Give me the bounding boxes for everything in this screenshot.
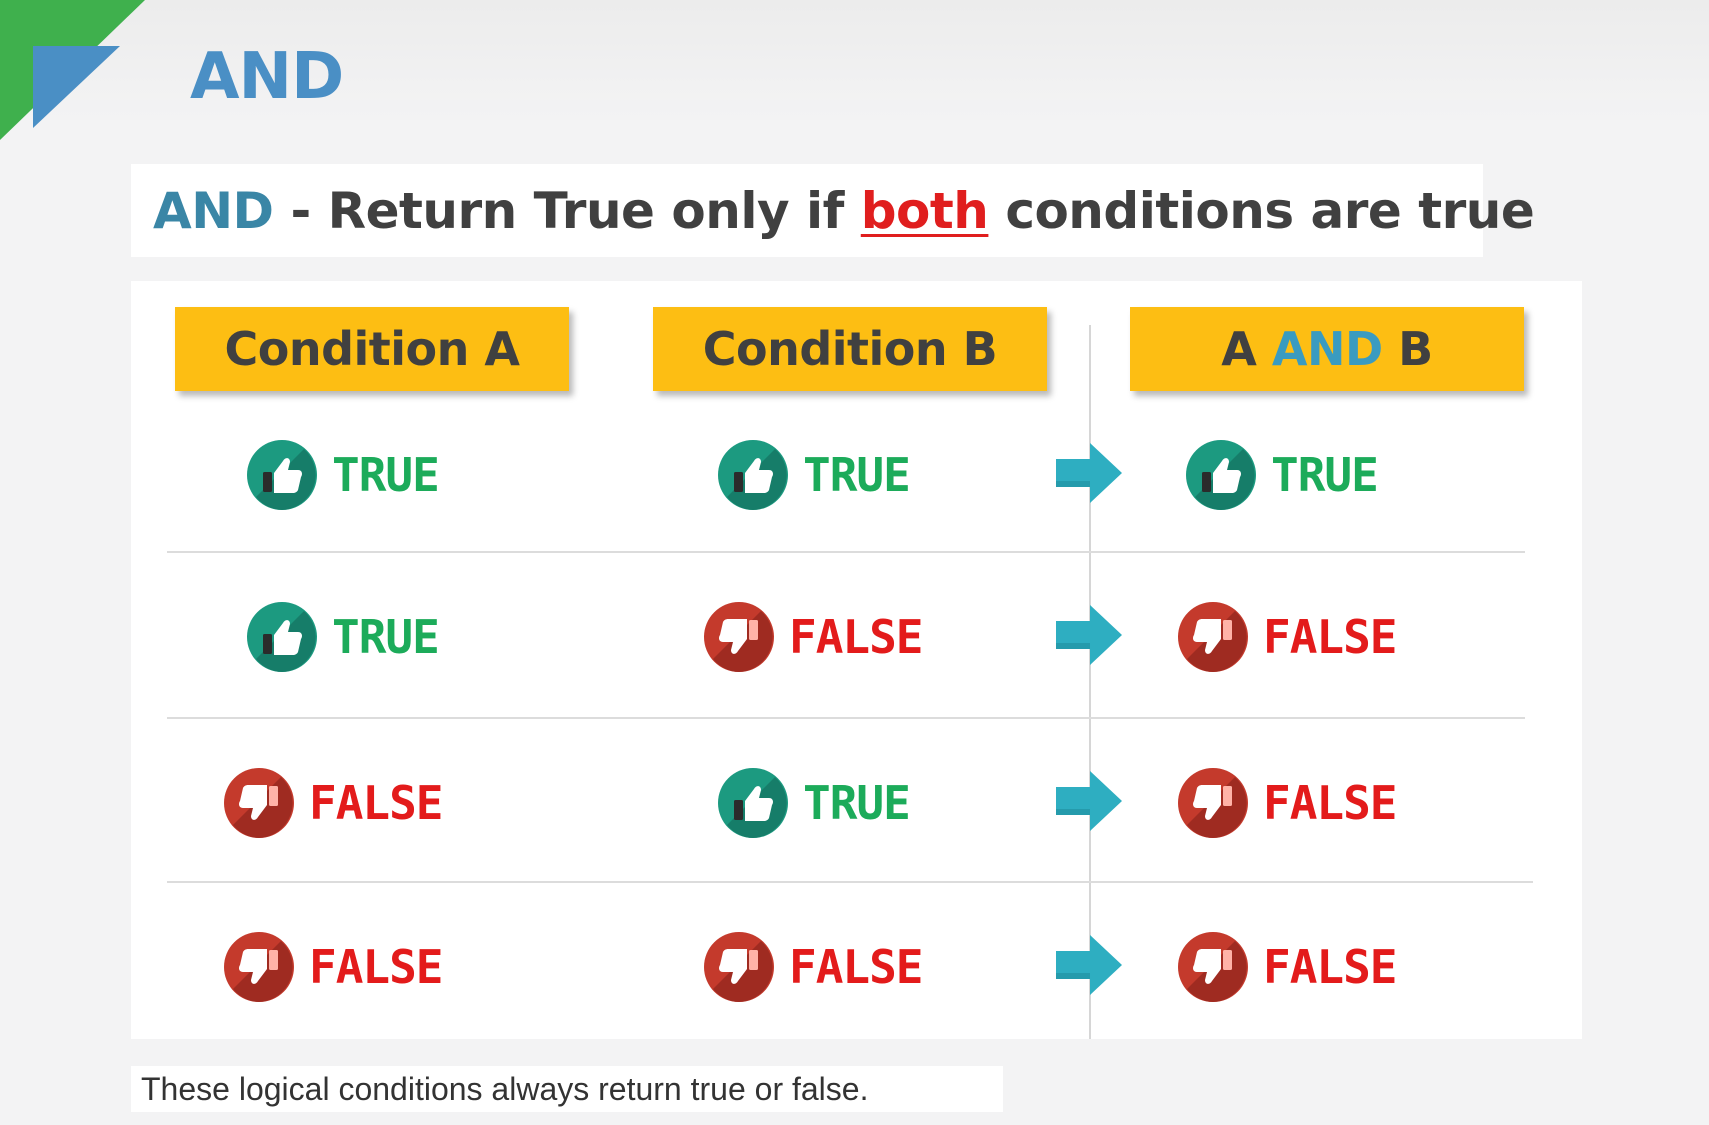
cell-a: FALSE xyxy=(223,763,443,843)
cell-result: FALSE xyxy=(1177,597,1397,677)
cell-result-value: FALSE xyxy=(1263,940,1397,994)
cell-a-value: FALSE xyxy=(309,940,443,994)
cell-b-value: FALSE xyxy=(789,610,923,664)
arrow-right-icon xyxy=(1056,933,1124,997)
thumbs-down-icon xyxy=(1178,932,1248,1002)
definition-text-1: - Return True only if xyxy=(273,181,861,240)
truth-table: Condition A Condition B A AND B TRUE TRU… xyxy=(131,281,1582,1039)
cell-result: FALSE xyxy=(1177,763,1397,843)
arrow-right-icon xyxy=(1056,441,1124,505)
thumbs-up-icon xyxy=(247,440,317,510)
slide-title: AND xyxy=(190,40,344,114)
thumbs-down-icon xyxy=(1178,768,1248,838)
thumbs-down-icon xyxy=(224,768,294,838)
cell-a: TRUE xyxy=(246,597,440,677)
cell-result-value: TRUE xyxy=(1271,448,1379,502)
corner-decoration xyxy=(0,0,145,140)
definition-text-2: conditions are true xyxy=(988,181,1535,240)
definition-keyword: AND xyxy=(153,181,274,240)
cell-b: FALSE xyxy=(703,927,923,1007)
cell-b: TRUE xyxy=(717,763,911,843)
header-result-prefix: A xyxy=(1221,322,1272,376)
arrow-right-icon xyxy=(1056,769,1124,833)
thumbs-up-icon xyxy=(1186,440,1256,510)
arrow-right-icon xyxy=(1056,603,1124,667)
cell-a: FALSE xyxy=(223,927,443,1007)
thumbs-down-icon xyxy=(1178,602,1248,672)
header-condition-a: Condition A xyxy=(175,307,569,391)
thumbs-up-icon xyxy=(718,440,788,510)
cell-a-value: TRUE xyxy=(332,448,440,502)
header-result: A AND B xyxy=(1130,307,1524,391)
cell-result-value: FALSE xyxy=(1263,610,1397,664)
cell-result: TRUE xyxy=(1185,435,1379,515)
thumbs-down-icon xyxy=(704,932,774,1002)
thumbs-down-icon xyxy=(704,602,774,672)
definition-emphasis: both xyxy=(860,181,989,240)
thumbs-down-icon xyxy=(224,932,294,1002)
cell-result-value: FALSE xyxy=(1263,776,1397,830)
cell-b-value: FALSE xyxy=(789,940,923,994)
row-divider xyxy=(167,717,1525,719)
row-divider xyxy=(167,881,1533,883)
cell-b: TRUE xyxy=(717,435,911,515)
cell-a-value: FALSE xyxy=(309,776,443,830)
definition-banner: AND - Return True only if both condition… xyxy=(131,164,1535,257)
footnote: These logical conditions always return t… xyxy=(131,1066,1003,1112)
cell-result: FALSE xyxy=(1177,927,1397,1007)
cell-b-value: TRUE xyxy=(803,776,911,830)
header-condition-b: Condition B xyxy=(653,307,1047,391)
thumbs-up-icon xyxy=(247,602,317,672)
header-condition-a-label: Condition A xyxy=(224,322,520,376)
cell-a-value: TRUE xyxy=(332,610,440,664)
column-divider xyxy=(1089,325,1091,1039)
thumbs-up-icon xyxy=(718,768,788,838)
header-result-suffix: B xyxy=(1382,322,1433,376)
row-divider xyxy=(167,551,1525,553)
header-result-keyword: AND xyxy=(1271,322,1383,376)
cell-b-value: TRUE xyxy=(803,448,911,502)
cell-b: FALSE xyxy=(703,597,923,677)
cell-a: TRUE xyxy=(246,435,440,515)
header-condition-b-label: Condition B xyxy=(702,322,998,376)
